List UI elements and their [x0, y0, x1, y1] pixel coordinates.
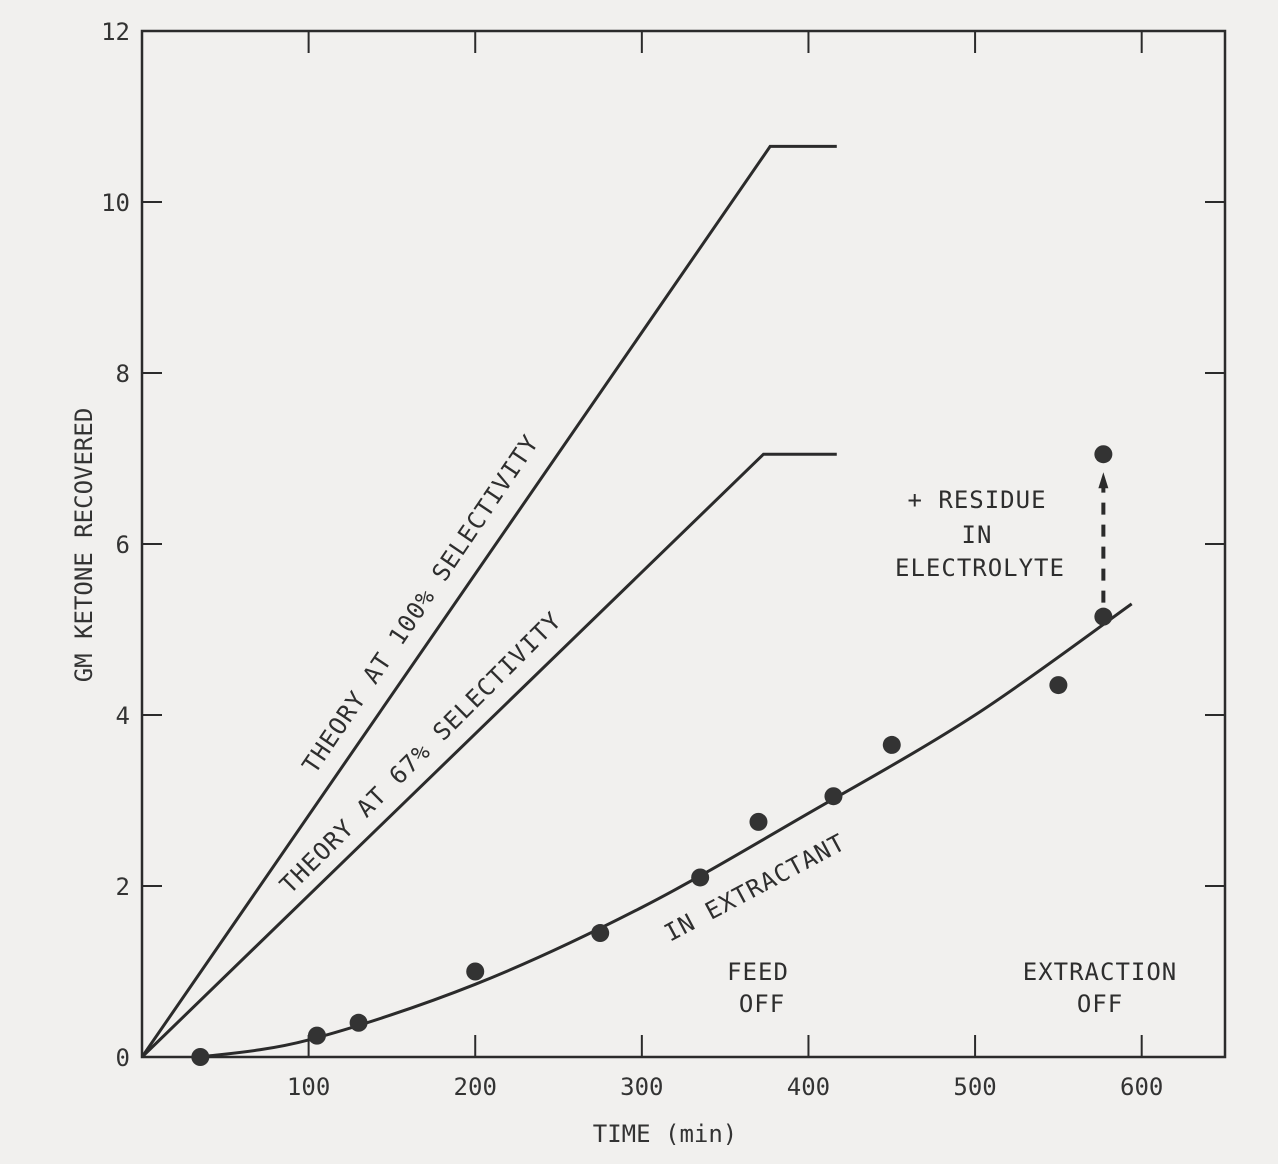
- y-tick-label: 4: [116, 702, 130, 730]
- x-tick-label: 100: [287, 1073, 330, 1101]
- x-tick-label: 200: [454, 1073, 497, 1101]
- marks: [140, 144, 1133, 1066]
- y-axis-label: GM KETONE RECOVERED: [70, 408, 98, 683]
- y-tick-label: 10: [101, 189, 130, 217]
- y-tick-label: 2: [116, 873, 130, 901]
- y-tick-label: 8: [116, 360, 130, 388]
- y-tick-label: 12: [101, 18, 130, 46]
- data-point: [349, 1013, 368, 1032]
- y-tick-label: 6: [116, 531, 130, 559]
- theory-line-0: [140, 144, 837, 1058]
- annotation-residue-3: ELECTROLYTE: [895, 554, 1065, 582]
- data-point: [749, 812, 768, 831]
- x-tick-label: 400: [787, 1073, 830, 1101]
- data-point: [307, 1026, 326, 1045]
- x-tick-label: 300: [620, 1073, 663, 1101]
- data-point: [882, 735, 901, 754]
- x-tick-label: 600: [1120, 1073, 1163, 1101]
- data-point: [1094, 607, 1113, 626]
- data-point: [191, 1048, 210, 1066]
- axes: 100 200 300 400 500 600 0 2 4 6 8 10 12: [101, 18, 1227, 1101]
- data-point: [466, 962, 485, 981]
- y-tick-label: 0: [116, 1044, 130, 1072]
- annotation-feed-off-2: OFF: [739, 990, 785, 1018]
- annotation-residue-2: IN: [962, 521, 993, 549]
- annotation-theory-100: THEORY AT 100% SELECTIVITY: [297, 430, 545, 779]
- annotation-residue-1: + RESIDUE: [907, 486, 1046, 514]
- x-axis-label: TIME (min): [593, 1120, 738, 1148]
- x-tick-label: 500: [953, 1073, 996, 1101]
- data-point: [824, 787, 843, 806]
- data-point: [1094, 445, 1113, 464]
- annotation-extraction-off-2: OFF: [1077, 990, 1123, 1018]
- theory-line-1: [140, 452, 837, 1059]
- data-point: [691, 868, 710, 887]
- residue-arrow-head: [1098, 472, 1109, 489]
- annotation-extraction-off-1: EXTRACTION: [1023, 958, 1178, 986]
- data-point: [1049, 676, 1068, 695]
- plot-frame: [140, 29, 1227, 1059]
- data-point: [591, 924, 610, 943]
- annotation-feed-off-1: FEED: [727, 958, 789, 986]
